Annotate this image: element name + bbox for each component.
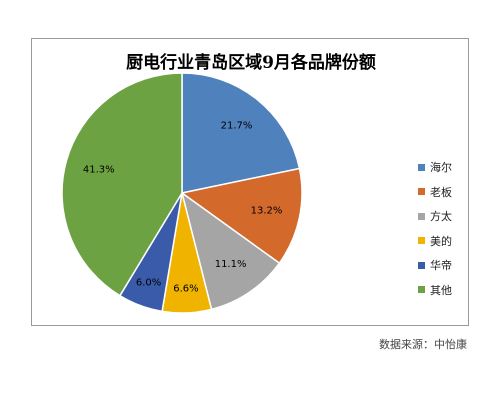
- data-label-6: 41.3%: [83, 164, 115, 175]
- legend-item-4: 美的: [418, 229, 452, 254]
- pie-slice-3: [180, 191, 281, 311]
- legend-label: 海尔: [430, 161, 452, 175]
- legend-swatch: [418, 163, 425, 171]
- pie-chart: 21.7% 13.2% 11.1% 6.6% 6.0% 41.3%: [61, 72, 303, 314]
- legend-swatch: [418, 212, 425, 220]
- legend-swatch: [418, 237, 425, 245]
- legend-label: 其他: [430, 283, 452, 297]
- legend-swatch: [418, 286, 425, 294]
- pie-slice-1: [181, 72, 301, 194]
- legend: 海尔老板方太美的华帝其他: [418, 155, 452, 302]
- legend-item-2: 老板: [418, 180, 452, 205]
- legend-swatch: [418, 188, 425, 196]
- chart-frame: 厨电行业青岛区域9月各品牌份额 21.7% 13.2% 11.1% 6.6% 6.0% 4…: [31, 38, 469, 326]
- source-note: 数据来源：中怡康: [379, 338, 467, 351]
- legend-item-1: 海尔: [418, 155, 452, 180]
- legend-label: 老板: [430, 185, 452, 199]
- chart-title: 厨电行业青岛区域9月各品牌份额: [126, 53, 376, 73]
- legend-item-3: 方太: [418, 204, 452, 229]
- legend-item-5: 华帝: [418, 253, 452, 278]
- pie-slice-2: [180, 167, 303, 265]
- data-label-3: 11.1%: [215, 259, 247, 270]
- legend-item-6: 其他: [418, 278, 452, 303]
- legend-swatch: [418, 261, 425, 269]
- pie-slice-6: [61, 72, 183, 297]
- data-label-1: 21.7%: [221, 120, 253, 131]
- legend-label: 华帝: [430, 259, 452, 273]
- data-label-4: 6.6%: [173, 283, 198, 294]
- legend-label: 美的: [430, 234, 452, 248]
- data-label-2: 13.2%: [251, 205, 283, 216]
- data-label-5: 6.0%: [136, 278, 161, 289]
- legend-label: 方太: [430, 210, 452, 224]
